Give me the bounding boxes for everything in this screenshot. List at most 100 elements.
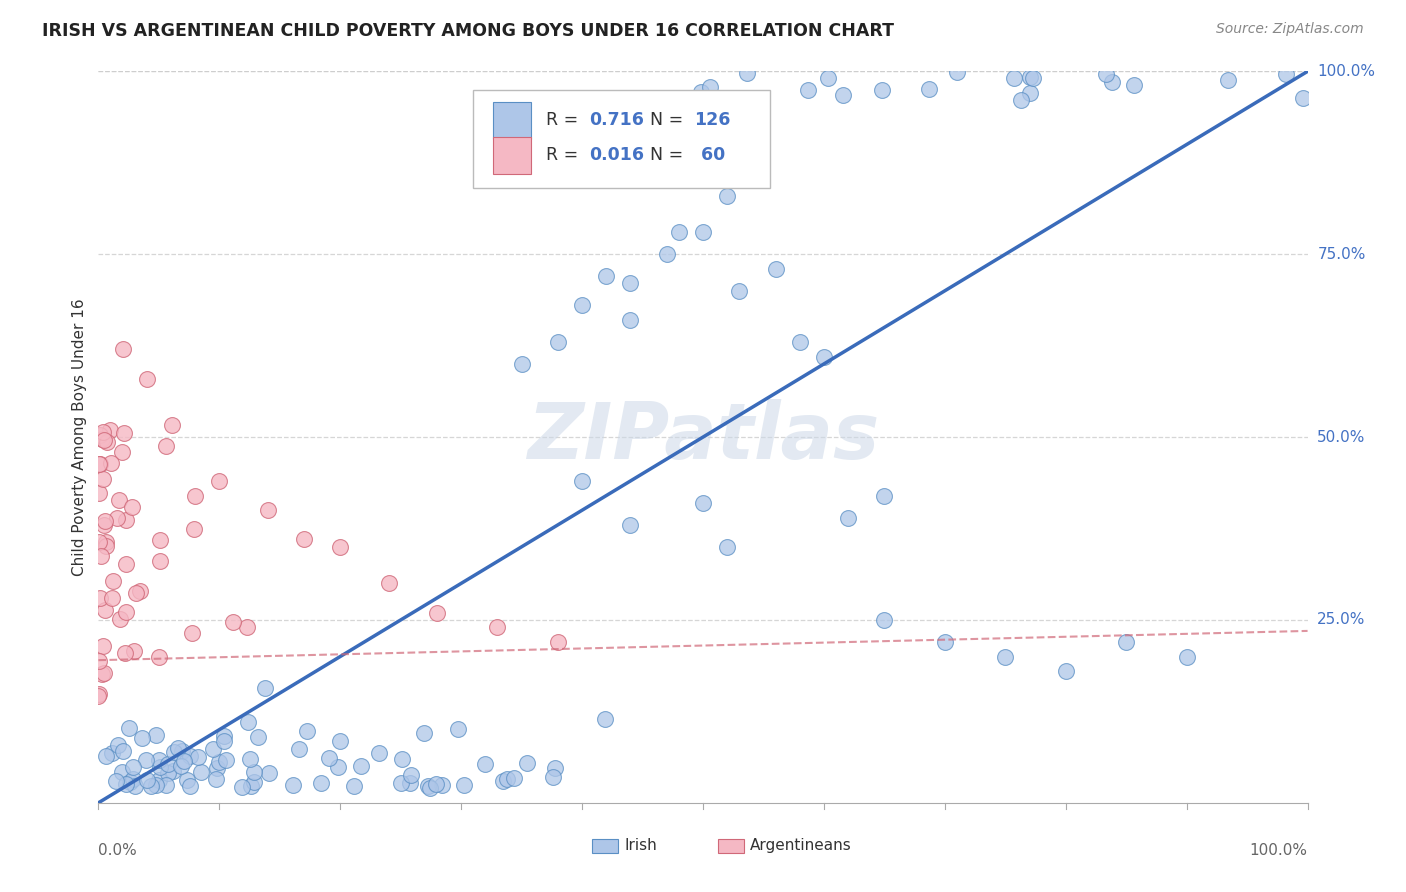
Point (236, 620, 259, 634)
Point (205, 761, 228, 775)
Point (115, 557, 138, 571)
Point (377, 576, 399, 591)
Point (1115, 635, 1137, 649)
Point (692, 225, 714, 239)
Point (817, 71, 839, 86)
Point (162, 418, 184, 433)
Text: 75.0%: 75.0% (1317, 247, 1365, 261)
Point (619, 517, 641, 532)
Point (91, 639, 114, 653)
Point (105, 510, 128, 524)
Point (108, 611, 131, 625)
Point (176, 773, 198, 788)
Text: R =: R = (546, 112, 583, 129)
Point (329, 734, 352, 748)
Point (93, 433, 115, 447)
Point (107, 738, 129, 752)
Point (389, 776, 412, 790)
Point (117, 722, 139, 736)
Text: 25.0%: 25.0% (1317, 613, 1365, 627)
Point (668, 225, 690, 239)
Point (239, 779, 262, 793)
Point (544, 761, 567, 775)
Point (595, 269, 617, 284)
Point (135, 754, 157, 768)
Point (1018, 70, 1040, 84)
Y-axis label: Child Poverty Among Boys Under 16: Child Poverty Among Boys Under 16 (72, 298, 87, 576)
Point (1002, 71, 1025, 86)
Point (214, 734, 236, 748)
Point (93, 666, 115, 681)
Point (343, 779, 366, 793)
Text: 100.0%: 100.0% (1250, 843, 1308, 858)
Point (946, 65, 969, 79)
Text: 100.0%: 100.0% (1317, 64, 1375, 78)
Point (1218, 73, 1240, 87)
Point (295, 724, 318, 739)
Text: Irish: Irish (624, 838, 657, 854)
Point (91, 425, 114, 439)
Point (162, 764, 184, 779)
Point (103, 574, 125, 589)
Point (89, 457, 111, 471)
Point (208, 474, 231, 488)
Point (87, 689, 110, 703)
Point (789, 334, 811, 349)
Point (100, 456, 122, 470)
Point (1292, 91, 1315, 105)
Point (934, 635, 956, 649)
Point (474, 756, 496, 771)
Point (447, 722, 470, 736)
Point (797, 83, 820, 97)
Point (426, 606, 449, 620)
Point (690, 85, 713, 99)
Point (179, 779, 201, 793)
Point (510, 357, 533, 371)
Point (1010, 93, 1032, 107)
Point (765, 261, 787, 276)
Point (87, 687, 110, 701)
Point (94, 539, 117, 553)
Point (148, 649, 170, 664)
Point (179, 749, 201, 764)
Text: 0.716: 0.716 (589, 112, 644, 129)
Text: 60: 60 (695, 146, 724, 164)
Point (94, 603, 117, 617)
Point (329, 540, 352, 554)
Point (121, 500, 143, 514)
Point (1122, 78, 1144, 93)
Point (832, 87, 855, 102)
Point (104, 774, 127, 789)
Point (91, 473, 114, 487)
Text: 0.016: 0.016 (589, 146, 644, 164)
Point (432, 778, 454, 792)
Point (1175, 649, 1198, 664)
Point (94, 748, 117, 763)
Point (94, 535, 117, 549)
Point (918, 82, 941, 96)
Point (111, 343, 134, 357)
Point (89, 486, 111, 500)
Point (115, 605, 138, 619)
Point (492, 774, 515, 789)
Point (108, 492, 131, 507)
Point (208, 755, 231, 769)
Point (201, 742, 224, 756)
Point (100, 423, 122, 437)
Point (813, 350, 835, 364)
Text: 0.0%: 0.0% (98, 843, 138, 858)
Point (115, 513, 138, 527)
Point (412, 726, 434, 740)
Point (89, 458, 111, 472)
Point (101, 746, 124, 760)
Point (149, 760, 172, 774)
Point (309, 776, 332, 790)
Point (173, 754, 195, 768)
Point (131, 731, 153, 745)
Point (692, 496, 714, 510)
Point (399, 775, 422, 789)
Point (157, 757, 180, 772)
Point (253, 681, 276, 695)
Point (90, 549, 112, 564)
Point (1095, 67, 1118, 81)
